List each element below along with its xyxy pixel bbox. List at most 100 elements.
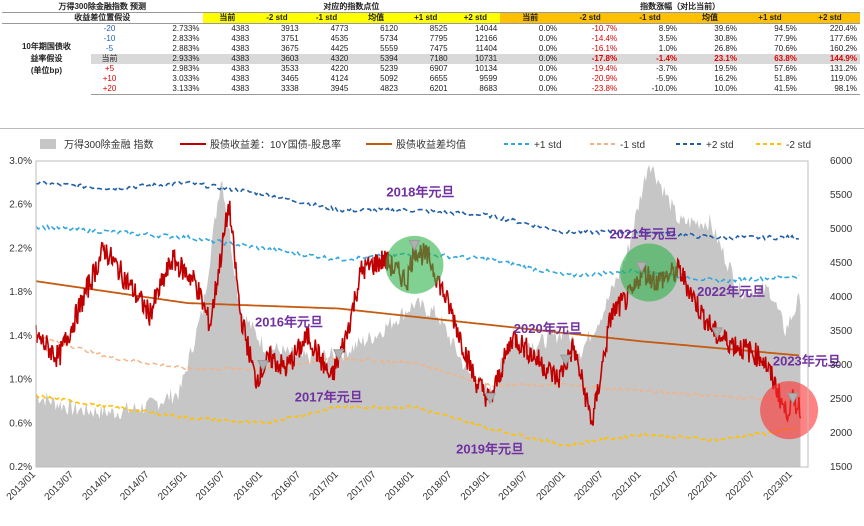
x-tick: 2020/01 [535,469,569,503]
chart-svg: 万得300除金融 指数 股债收益差：10Y国债-股息率 股债收益差均值 +1 std -… [5,138,853,503]
table-row: 当前 2.933% 4383 3603 4320 5394 7180 10731 0.0% -17… [2,54,860,64]
change-cell: 51.8% [774,74,797,83]
plot-frame [35,160,809,468]
col-header: 均值 [351,12,401,24]
table-title: 万得300除金融指数 预测 [2,2,203,13]
legend-label: -1 std [620,140,645,151]
change-cell: -16.1% [591,44,618,53]
points-cell: 3913 [280,24,299,33]
legend-label: 股债收益差：10Y国债-股息率 [210,138,341,151]
legend-label: +1 std [534,140,562,151]
change-cell: -20.9% [591,74,618,83]
highlight-circle [760,381,819,440]
col-header: 当前 [500,12,561,24]
y-left-tick: 2.2% [9,243,32,254]
change-cell: 19.5% [714,64,737,73]
row-group-label-line: (单位bp) [30,66,62,76]
yield-cell: 2.733% [172,24,200,33]
points-cell: 4773 [330,24,349,33]
x-tick: 2016/07 [270,469,304,503]
annotation-arrow [408,239,421,252]
yield-cell: 3.133% [128,84,203,95]
table-row: -10 2.833% 4383 3751 4535 5734 7795 12166 0.0% -1… [2,34,860,44]
points-cell: 5734 [380,34,398,43]
y-right-tick: 4000 [830,292,853,303]
x-tick: 2015/07 [194,469,228,503]
points-cell: 4383 [231,44,250,53]
points-cell: 3465 [280,74,299,83]
x-tick: 2018/01 [383,469,417,503]
y-right-tick: 5000 [830,224,853,235]
points-cell: 8683 [450,84,501,95]
change-cell: -14.4% [591,34,618,43]
points-cell: 4535 [330,34,349,43]
points-cell: 3603 [252,54,302,64]
annotation-arrow [257,360,269,372]
annotation-label: 2023年元旦 [773,353,841,368]
change-cell: 144.9% [799,54,860,64]
change-cell: 0.0% [538,24,558,33]
chart-legend: 万得300除金融 指数 股债收益差：10Y国债-股息率 股债收益差均值 +1 std -… [40,138,811,151]
x-tick: 2023/01 [762,469,796,503]
points-cell: 4383 [231,34,250,43]
row-group-label-line: 10年期国债收 [21,42,71,52]
col-header: -1 std [620,12,681,24]
bp-delta-cell: -20 [103,24,116,33]
yield-cell: 2.833% [172,34,200,43]
annotation-arrow [711,327,723,339]
points-cell: 5394 [351,54,401,64]
points-cell: 8525 [429,24,448,33]
change-cell: 8.9% [658,24,678,33]
bp-delta-cell: -5 [105,44,114,53]
annotation-arrow [332,349,345,361]
x-tick: 2014/07 [118,469,152,503]
col-header: +1 std [739,12,800,24]
table-row: +20 3.133% 4383 3338 3945 4823 6201 8683 0.0% -23… [2,84,860,95]
points-cell: 4124 [330,74,349,83]
table-row: +5 2.983% 4383 3533 4220 5239 6907 10134 0.0% -19… [2,64,860,74]
change-cell: 39.6% [714,24,737,33]
points-cell: 6120 [380,24,398,33]
change-cell: 0.0% [538,44,558,53]
change-cell: -17.8% [560,54,621,64]
y-right-tick: 2000 [830,428,853,439]
points-cell: 4383 [231,74,250,83]
change-cell: 1.0% [658,44,678,53]
points-cell: 3675 [280,44,299,53]
change-cell: 23.1% [680,54,740,64]
x-tick: 2014/01 [80,469,114,503]
points-cell: 3533 [280,64,299,73]
x-tick: 2017/01 [308,469,342,503]
col-header: +1 std [400,12,451,24]
chart-area: 万得300除金融 指数 股债收益差：10Y国债-股息率 股债收益差均值 +1 std -… [0,128,864,521]
annotation-label: 2017年元旦 [295,390,363,405]
change-cell: -23.8% [560,84,621,95]
change-cell: 3.5% [658,34,678,43]
change-cell: -1.4% [620,54,681,64]
points-cell: 5239 [380,64,398,73]
change-cell: -3.7% [656,64,678,73]
points-cell: 7180 [400,54,451,64]
y-left-tick: 2.6% [9,200,32,211]
col-header: +2 std [450,12,501,24]
y-left-tick: 3.0% [9,156,32,167]
table-row: 10年期国债收 益率假设 (单位bp) -20 2.733% 4383 3913 4773 61… [2,24,860,75]
minus2-std-line [35,394,800,447]
annotation-arrow [635,261,648,274]
annotation-arrow [559,354,572,367]
points-cell: 12166 [474,34,498,43]
change-cell: 0.0% [538,34,558,43]
points-cell: 6907 [429,64,448,73]
x-tick: 2022/07 [724,469,758,503]
col-header: -2 std [252,12,302,24]
table-row: -5 2.883% 4383 3675 4425 5559 7475 11404 0.0% -16… [2,44,860,54]
change-cell: 0.0% [500,54,561,64]
change-cell: 177.6% [829,34,857,43]
change-cell: 160.2% [829,44,857,53]
change-cell: 94.5% [774,24,797,33]
x-tick: 2020/07 [572,469,606,503]
change-cell: 16.2% [714,74,737,83]
annotation-label: 2016年元旦 [255,315,323,330]
table-body: 10年期国债收 益率假设 (单位bp) -20 2.733% 4383 3913 4773 61… [2,24,860,95]
points-cell: 5092 [380,74,398,83]
